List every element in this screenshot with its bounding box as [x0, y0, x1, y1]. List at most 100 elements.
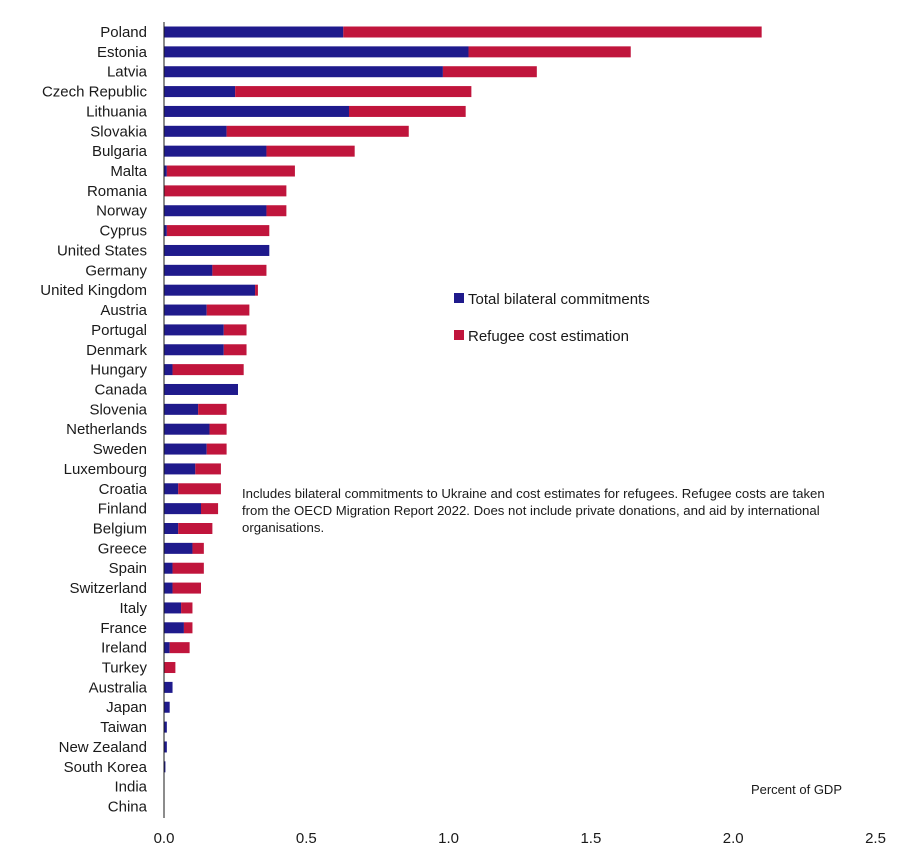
- legend-label-total-bilateral: Total bilateral commitments: [468, 291, 650, 308]
- category-label-taiwan: Taiwan: [100, 719, 147, 736]
- bar-austria-bilateral: [164, 304, 207, 316]
- bar-ireland-bilateral: [164, 642, 170, 654]
- bar-belgium-refugee: [178, 523, 213, 534]
- category-label-turkey: Turkey: [102, 660, 148, 677]
- x-tick-labels: 0.0 0.5 1.0 1.5 2.0 2.5: [154, 830, 886, 847]
- bar-germany-refugee: [212, 264, 267, 276]
- bar-portugal-refugee: [223, 324, 247, 336]
- category-label-japan: Japan: [106, 699, 147, 716]
- category-label-hungary: Hungary: [90, 362, 147, 379]
- bar-lithuania-refugee: [348, 105, 466, 117]
- category-label-belgium: Belgium: [93, 521, 147, 538]
- category-label-lithuania: Lithuania: [86, 103, 148, 120]
- bar-luxembourg-bilateral: [164, 463, 196, 475]
- category-label-croatia: Croatia: [99, 481, 148, 498]
- bar-slovakia-bilateral: [164, 125, 227, 137]
- bar-spain-refugee: [172, 562, 204, 574]
- bar-luxembourg-refugee: [195, 463, 221, 475]
- bar-poland-bilateral: [164, 26, 344, 38]
- category-label-india: India: [114, 779, 147, 796]
- bar-lithuania-bilateral: [164, 105, 349, 117]
- bar-slovenia-bilateral: [164, 403, 199, 415]
- category-label-new-zealand: New Zealand: [59, 739, 147, 756]
- bar-latvia-refugee: [442, 66, 537, 78]
- category-label-luxembourg: Luxembourg: [64, 461, 147, 478]
- category-label-greece: Greece: [98, 540, 147, 557]
- category-label-bulgaria: Bulgaria: [92, 143, 148, 160]
- bar-poland-refugee: [343, 26, 762, 38]
- bar-new-zealand-bilateral: [164, 741, 167, 753]
- bar-united-states-bilateral: [164, 244, 270, 256]
- bars-group: [164, 26, 762, 773]
- category-label-france: France: [100, 620, 147, 637]
- x-tick-label: 2.0: [723, 830, 744, 847]
- bar-switzerland-refugee: [172, 582, 201, 594]
- bar-germany-bilateral: [164, 264, 213, 276]
- category-label-portugal: Portugal: [91, 322, 147, 339]
- bar-australia-bilateral: [164, 681, 173, 693]
- bar-france-bilateral: [164, 622, 184, 634]
- bar-slovenia-refugee: [198, 403, 227, 415]
- bar-portugal-bilateral: [164, 324, 224, 336]
- bar-romania-refugee: [164, 185, 287, 197]
- x-tick-label: 1.0: [438, 830, 459, 847]
- category-label-south-korea: South Korea: [64, 759, 148, 776]
- bar-denmark-refugee: [223, 344, 247, 356]
- bar-switzerland-bilateral: [164, 582, 173, 594]
- legend-label-refugee-cost: Refugee cost estimation: [468, 328, 629, 345]
- bar-malta-refugee: [166, 165, 295, 177]
- bar-netherlands-bilateral: [164, 423, 210, 435]
- bar-hungary-bilateral: [164, 364, 173, 376]
- bar-latvia-bilateral: [164, 66, 443, 78]
- category-label-czech-republic: Czech Republic: [42, 84, 148, 101]
- category-label-austria: Austria: [100, 302, 147, 319]
- bar-spain-bilateral: [164, 562, 173, 574]
- bar-norway-bilateral: [164, 205, 267, 217]
- bar-south-korea-bilateral: [164, 761, 166, 773]
- bar-united-kingdom-refugee: [255, 284, 258, 296]
- bar-france-refugee: [183, 622, 193, 634]
- category-label-china: China: [108, 799, 148, 816]
- category-label-slovakia: Slovakia: [90, 123, 147, 140]
- category-label-united-states: United States: [57, 242, 147, 259]
- x-tick-label: 0.0: [154, 830, 175, 847]
- bar-turkey-refugee: [164, 662, 176, 674]
- category-label-sweden: Sweden: [93, 441, 147, 458]
- bar-united-kingdom-bilateral: [164, 284, 256, 296]
- category-label-cyprus: Cyprus: [99, 223, 147, 240]
- category-label-germany: Germany: [85, 262, 147, 279]
- bar-canada-bilateral: [164, 383, 238, 395]
- category-label-australia: Australia: [89, 679, 148, 696]
- category-label-netherlands: Netherlands: [66, 421, 147, 438]
- category-label-ireland: Ireland: [101, 640, 147, 657]
- category-label-finland: Finland: [98, 501, 147, 518]
- category-label-united-kingdom: United Kingdom: [40, 282, 147, 299]
- category-label-slovenia: Slovenia: [89, 401, 147, 418]
- x-tick-label: 2.5: [865, 830, 886, 847]
- bar-croatia-refugee: [178, 483, 221, 495]
- category-label-malta: Malta: [110, 163, 147, 180]
- bar-finland-bilateral: [164, 503, 201, 515]
- bar-italy-bilateral: [164, 602, 182, 614]
- category-label-denmark: Denmark: [86, 342, 147, 359]
- category-label-spain: Spain: [109, 560, 147, 577]
- category-label-poland: Poland: [100, 24, 147, 41]
- bar-finland-refugee: [200, 503, 219, 515]
- category-labels: Poland Estonia Latvia Czech Republic Lithuan…: [40, 24, 147, 816]
- bar-slovakia-refugee: [226, 125, 409, 137]
- category-label-latvia: Latvia: [107, 64, 148, 81]
- bar-bulgaria-refugee: [266, 145, 355, 157]
- bar-sweden-refugee: [206, 443, 227, 455]
- bar-norway-refugee: [266, 205, 287, 217]
- x-tick-label: 0.5: [296, 830, 317, 847]
- bar-denmark-bilateral: [164, 344, 224, 356]
- bar-cyprus-bilateral: [164, 225, 167, 237]
- bar-taiwan-bilateral: [164, 721, 167, 733]
- category-label-norway: Norway: [96, 203, 147, 220]
- category-label-switzerland: Switzerland: [69, 580, 147, 597]
- x-tick-label: 1.5: [580, 830, 601, 847]
- bar-bulgaria-bilateral: [164, 145, 267, 157]
- x-axis-unit-label: Percent of GDP: [751, 782, 842, 797]
- bar-ireland-refugee: [169, 642, 190, 654]
